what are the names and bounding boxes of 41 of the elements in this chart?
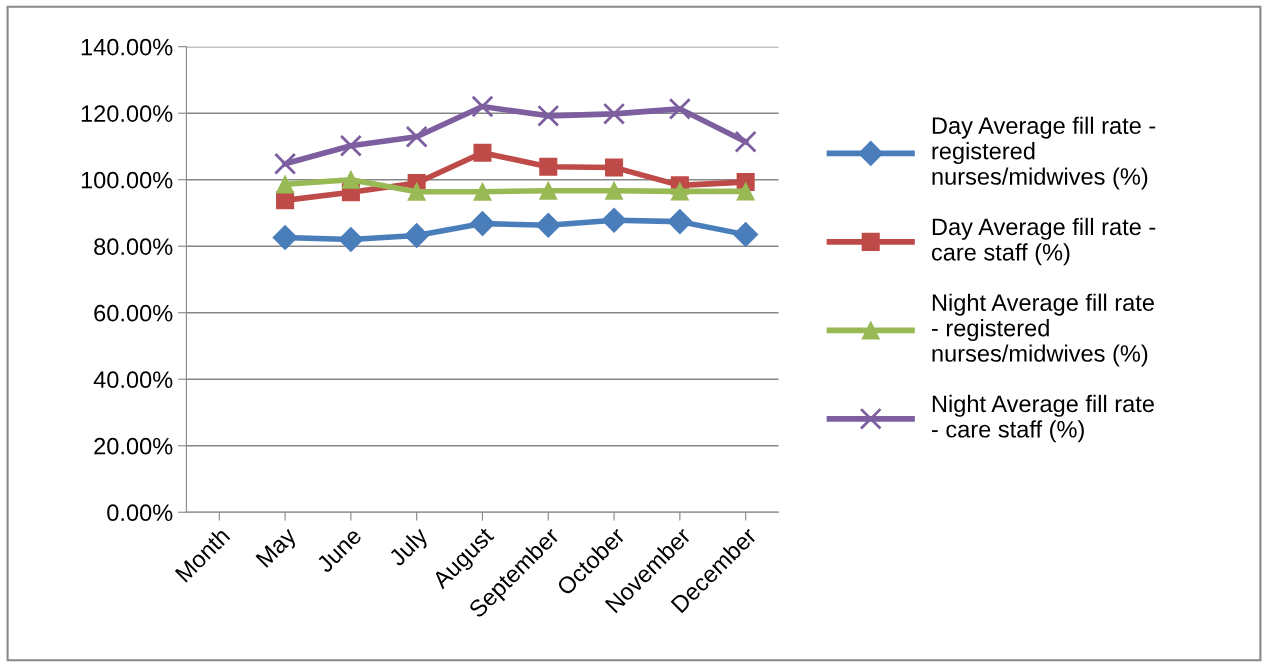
legend-label: Day Average fill rate - registered nurses/midwives (%) [932, 116, 1156, 190]
x-tick-label: May [255, 526, 301, 572]
point [272, 225, 298, 251]
point [539, 157, 558, 176]
y-tick-label: 20.00% [94, 437, 173, 455]
point [605, 181, 624, 200]
point [667, 209, 693, 235]
point [404, 223, 430, 249]
point [734, 130, 757, 153]
legend-label: Day Average fill rate - care staff (%) [931, 217, 1156, 266]
point [338, 227, 364, 253]
y-tick-label: 80.00% [94, 238, 173, 256]
point [407, 182, 426, 201]
point [471, 95, 494, 118]
point [339, 134, 362, 157]
point [273, 152, 297, 175]
point [605, 158, 624, 177]
y-tick-label: 60.00% [94, 304, 173, 322]
point [276, 175, 295, 194]
legend-label: Night Average fill rate - registered nurses/midwives (%) [931, 293, 1154, 367]
y-tick-label: 140.00% [81, 38, 173, 56]
legend-label: Night Average fill rate - care staff (%) [931, 394, 1154, 443]
point [539, 181, 558, 200]
point [537, 104, 560, 127]
point [405, 125, 428, 148]
y-tick-label: 100.00% [81, 171, 173, 189]
x-tick-label: July [387, 525, 433, 571]
point [473, 143, 492, 162]
point [668, 97, 691, 120]
point [341, 170, 360, 189]
point [473, 182, 492, 201]
point [733, 222, 759, 248]
point [670, 182, 689, 201]
point [601, 207, 627, 233]
y-tick-label: 120.00% [81, 105, 173, 122]
point [469, 211, 495, 237]
point [736, 182, 755, 201]
point [535, 212, 561, 238]
y-tick-label: 40.00% [93, 371, 173, 389]
point [602, 102, 626, 125]
y-tick-label: 0.00% [107, 504, 173, 522]
